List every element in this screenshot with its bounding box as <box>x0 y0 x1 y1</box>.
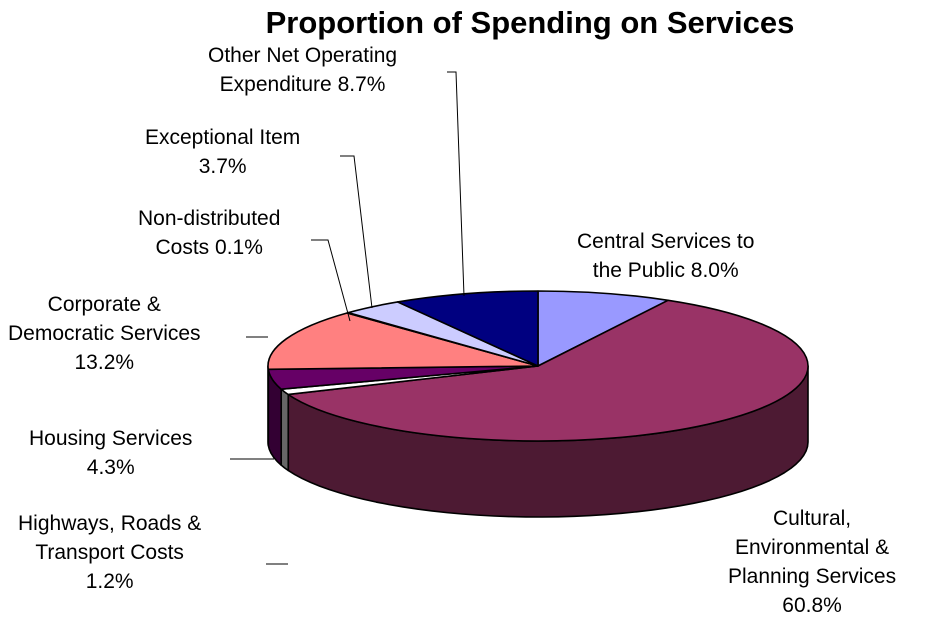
slice-label-line: Exceptional Item <box>145 126 301 149</box>
slice-label-line: Cultural, <box>772 507 852 530</box>
pie-side-highways-roads-and-transport-costs <box>280 388 290 472</box>
leader-line <box>447 71 465 297</box>
slice-label-line: 60.8% <box>782 594 842 617</box>
pie-top-group <box>267 290 809 442</box>
slice-label-exceptional: Exceptional Item 3.7% <box>145 123 300 181</box>
slice-label-line: 3.7% <box>198 155 247 178</box>
slice-label-line: Other Net Operating <box>208 44 398 67</box>
slice-label-line: Housing Services <box>29 427 193 450</box>
pie-slice-corporate-and-democratic-services <box>267 312 539 371</box>
leader-line-group <box>230 71 465 565</box>
slice-label-non-distributed: Non-distributed Costs 0.1% <box>138 204 280 262</box>
slice-label-line: 1.2% <box>85 570 134 593</box>
slice-label-line: Non-distributed <box>138 207 281 230</box>
chart-title: Proportion of Spending on Services <box>265 5 795 40</box>
slice-label-cultural-services: Cultural, Environmental & Planning Servi… <box>728 504 896 620</box>
pie-slice-cultural-environmental-and-planning-services <box>287 299 809 442</box>
pie-slice-central-services-to-the-public <box>537 290 669 367</box>
leader-line <box>311 239 351 322</box>
slice-label-line: Democratic Services <box>8 322 201 345</box>
pie-slice-other-net-operating-expenditure <box>396 290 539 367</box>
slice-label-line: Corporate & <box>47 293 161 316</box>
slice-label-line: the Public 8.0% <box>592 259 739 282</box>
slice-label-line: Expenditure 8.7% <box>219 73 386 96</box>
slice-label-line: Environmental & <box>735 536 890 559</box>
slice-label-line: 13.2% <box>74 351 135 374</box>
slice-label-housing: Housing Services 4.3% <box>29 424 192 482</box>
slice-label-line: Costs 0.1% <box>155 236 263 259</box>
slice-label-line: Planning Services <box>728 565 897 588</box>
slice-label-line: Transport Costs <box>35 541 184 564</box>
slice-label-line: 4.3% <box>86 456 135 479</box>
slice-label-other-net-operating: Other Net Operating Expenditure 8.7% <box>208 41 397 99</box>
slice-label-corporate: Corporate & Democratic Services 13.2% <box>8 290 201 377</box>
slice-label-central-services: Central Services to the Public 8.0% <box>577 227 754 285</box>
leader-line <box>340 155 373 309</box>
slice-label-line: Central Services to <box>577 230 755 253</box>
slice-label-line: Highways, Roads & <box>18 512 202 535</box>
slice-label-highways: Highways, Roads & Transport Costs 1.2% <box>18 509 201 596</box>
